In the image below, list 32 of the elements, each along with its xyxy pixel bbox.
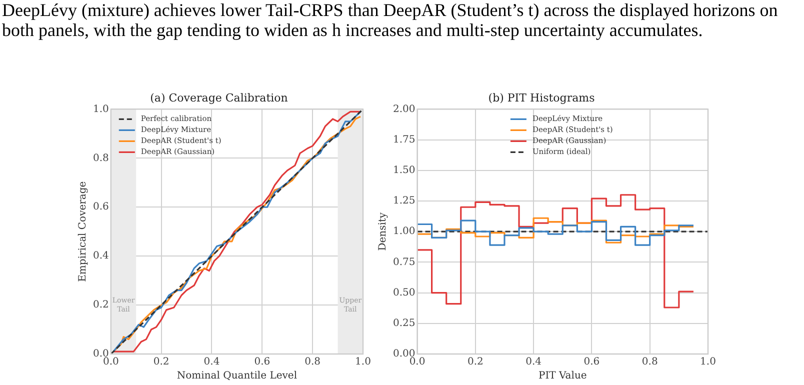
y-tick-label: 0.8 xyxy=(92,152,109,164)
text: DeepLévy (mixture) achieves lower Tail-CRPS than DeepAR (Student’s t) across the displayed horizons on both panels, with the gap tending to widen as h increases and multi-step uncertainty accumulates. xyxy=(2,0,779,40)
y-tick-label: 1.00 xyxy=(393,226,416,238)
y-tick-label: 2.00 xyxy=(393,104,416,115)
x-tick-label: 1.0 xyxy=(355,356,371,368)
y-tick-label: 0.4 xyxy=(92,250,109,262)
x-axis-title: Nominal Quantile Level xyxy=(176,370,298,382)
y-tick-label: 0.6 xyxy=(92,202,109,213)
y-tick-label: 0.2 xyxy=(92,300,109,311)
y-tick-label: 1.0 xyxy=(92,104,109,115)
chart-title: (b) PIT Histograms xyxy=(488,91,596,104)
y-axis-title: Empirical Coverage xyxy=(78,181,89,282)
y-tick-label: 1.25 xyxy=(393,196,416,207)
y-tick-label: 1.75 xyxy=(393,134,416,146)
x-tick-label: 0.0 xyxy=(102,356,119,368)
x-tick-label: 0.2 xyxy=(467,356,484,368)
y-axis-title: Density xyxy=(378,212,389,251)
x-tick-label: 0.6 xyxy=(254,356,270,368)
y-tick-label: 0.75 xyxy=(393,256,416,268)
x-tick-label: 0.8 xyxy=(304,356,321,368)
x-tick-label: 0.2 xyxy=(153,356,170,368)
x-tick-label: 1.0 xyxy=(700,356,716,368)
y-tick-label: 1.50 xyxy=(393,164,416,176)
x-axis-title: PIT Value xyxy=(538,370,587,382)
x-tick-label: 0.8 xyxy=(642,356,658,368)
x-tick-label: 0.6 xyxy=(584,356,600,368)
y-tick-label: 0.50 xyxy=(393,287,416,298)
x-tick-label: 0.0 xyxy=(409,356,426,368)
x-tick-label: 0.4 xyxy=(204,356,220,368)
chart-title: (a) Coverage Calibration xyxy=(150,91,288,104)
y-tick-label: 0.25 xyxy=(393,318,416,329)
x-tick-label: 0.4 xyxy=(526,356,542,368)
